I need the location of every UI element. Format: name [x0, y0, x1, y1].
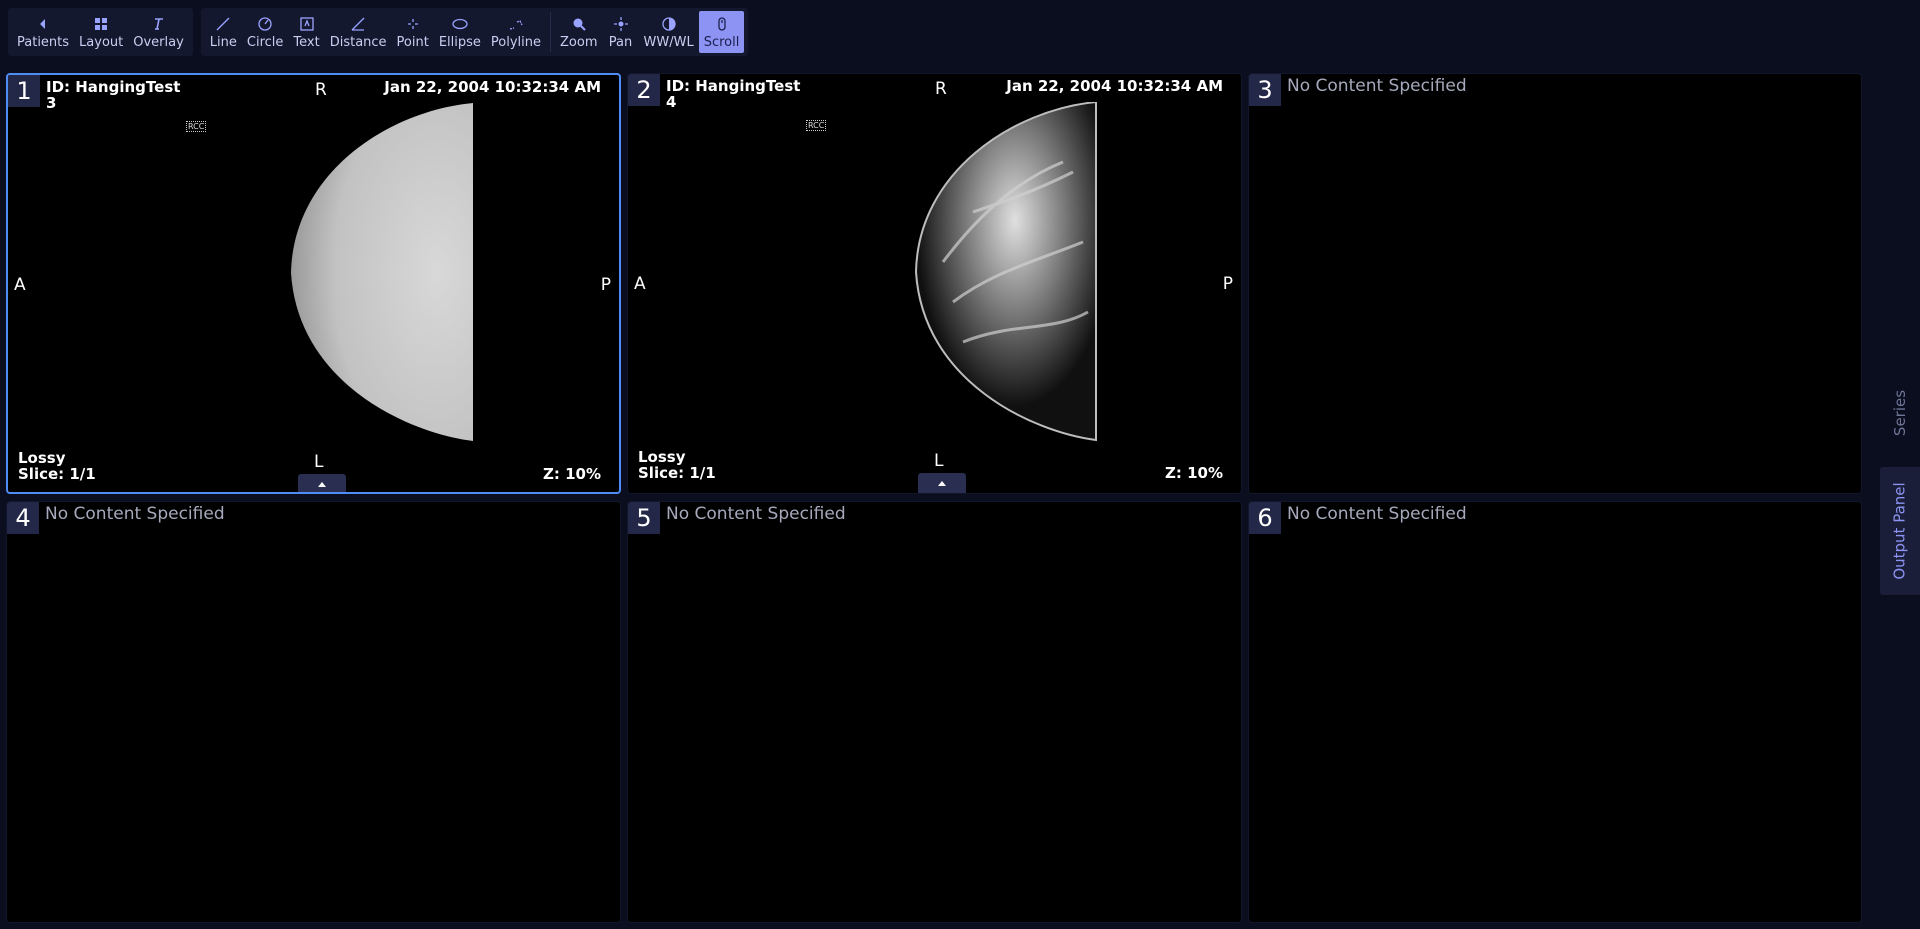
- line-icon: [216, 17, 230, 30]
- overlay-text-icon: [154, 17, 163, 30]
- patients-button[interactable]: Patients: [12, 11, 74, 53]
- image-marker: RCC: [806, 120, 827, 131]
- image-marker: RCC: [186, 121, 207, 132]
- distance-label: Distance: [329, 34, 387, 50]
- series-tab[interactable]: Series: [1880, 353, 1920, 473]
- overlay-button[interactable]: Overlay: [128, 11, 189, 53]
- pan-button[interactable]: Pan: [603, 11, 639, 53]
- toolbar-divider: [550, 12, 552, 52]
- orientation-left: A: [14, 275, 26, 295]
- viewport-5[interactable]: 5 No Content Specified: [627, 501, 1242, 923]
- zoom-button[interactable]: Zoom: [555, 11, 602, 53]
- slice-label: Slice: 1/1: [638, 464, 716, 482]
- circle-label: Circle: [246, 34, 284, 50]
- layout-label: Layout: [79, 34, 124, 50]
- compression-label: Lossy: [18, 449, 66, 467]
- layout-button[interactable]: Layout: [74, 11, 128, 53]
- zoom-label: Zoom: [560, 34, 598, 50]
- line-button[interactable]: Line: [205, 11, 242, 53]
- viewport-number: 4: [7, 502, 39, 534]
- viewport-number: 1: [8, 75, 40, 107]
- slice-label: Slice: 1/1: [18, 465, 96, 483]
- expand-series-tab[interactable]: [918, 473, 966, 493]
- viewport-6[interactable]: 6 No Content Specified: [1248, 501, 1862, 923]
- ellipse-button[interactable]: Ellipse: [434, 11, 486, 53]
- text-box-icon: [299, 16, 314, 31]
- orientation-top: R: [315, 80, 327, 100]
- series-tab-label: Series: [1891, 389, 1910, 437]
- scroll-icon: [717, 16, 726, 31]
- wwwl-label: WW/WL: [643, 34, 694, 50]
- layout-grid-icon: [95, 17, 108, 30]
- viewport-4[interactable]: 4 No Content Specified: [6, 501, 621, 923]
- point-button[interactable]: Point: [392, 11, 434, 53]
- point-label: Point: [396, 34, 429, 50]
- chevron-up-icon: [938, 481, 946, 486]
- patient-id: ID: HangingTest: [46, 78, 181, 96]
- viewport-grid: 1 ID: HangingTest 3 Jan 22, 2004 10:32:3…: [6, 73, 1862, 923]
- polyline-label: Polyline: [490, 34, 542, 50]
- polyline-button[interactable]: Polyline: [486, 11, 546, 53]
- circle-icon: [258, 16, 272, 31]
- line-label: Line: [209, 34, 237, 50]
- series-number: 3: [46, 94, 57, 112]
- study-date: Jan 22, 2004 10:32:34 AM: [384, 78, 601, 96]
- distance-button[interactable]: Distance: [325, 11, 392, 53]
- patient-id: ID: HangingTest: [666, 77, 801, 95]
- nav-tool-group: Patients Layout Overlay: [8, 8, 193, 56]
- distance-icon: [351, 17, 365, 31]
- caret-left-icon: [40, 18, 46, 29]
- orientation-left: A: [634, 274, 646, 294]
- mammogram-image[interactable]: [913, 102, 1113, 447]
- viewport-number: 6: [1249, 502, 1281, 534]
- point-icon: [407, 18, 418, 29]
- output-panel-tab[interactable]: Output Panel: [1880, 467, 1920, 595]
- viewport-3[interactable]: 3 No Content Specified: [1248, 73, 1862, 494]
- annotation-tool-group: Line Circle Text Distance Point Ellipse …: [200, 8, 749, 56]
- polyline-icon: [509, 19, 523, 30]
- text-button[interactable]: Text: [288, 11, 324, 53]
- right-side-panel: Series Output Panel: [1880, 73, 1920, 923]
- mammogram-image[interactable]: [288, 103, 488, 448]
- pan-icon: [613, 16, 628, 31]
- overlay-label: Overlay: [133, 34, 184, 50]
- study-date: Jan 22, 2004 10:32:34 AM: [1006, 77, 1223, 95]
- zoom-readout: Z: 10%: [1164, 464, 1223, 482]
- orientation-bottom: L: [934, 451, 944, 471]
- scroll-button[interactable]: Scroll: [698, 11, 745, 53]
- ellipse-icon: [452, 18, 468, 29]
- text-label: Text: [293, 34, 320, 50]
- scroll-label: Scroll: [703, 34, 740, 50]
- pan-label: Pan: [608, 34, 633, 50]
- viewport-number: 2: [628, 74, 660, 106]
- orientation-right: P: [1222, 274, 1233, 294]
- expand-series-tab[interactable]: [298, 474, 346, 492]
- no-content-label: No Content Specified: [1287, 76, 1467, 96]
- no-content-label: No Content Specified: [666, 504, 846, 524]
- window-level-icon: [661, 16, 676, 31]
- no-content-label: No Content Specified: [45, 504, 225, 524]
- viewport-number: 3: [1249, 74, 1281, 106]
- zoom-readout: Z: 10%: [542, 465, 601, 483]
- orientation-right: P: [600, 275, 611, 295]
- viewport-number: 5: [628, 502, 660, 534]
- series-number: 4: [666, 93, 677, 111]
- output-panel-tab-label: Output Panel: [1891, 482, 1909, 580]
- zoom-icon: [573, 18, 586, 31]
- no-content-label: No Content Specified: [1287, 504, 1467, 524]
- wwwl-button[interactable]: WW/WL: [639, 11, 699, 53]
- circle-button[interactable]: Circle: [242, 11, 289, 53]
- viewport-1[interactable]: 1 ID: HangingTest 3 Jan 22, 2004 10:32:3…: [6, 73, 621, 494]
- patients-label: Patients: [17, 34, 70, 50]
- compression-label: Lossy: [638, 448, 686, 466]
- ellipse-label: Ellipse: [438, 34, 481, 50]
- orientation-top: R: [935, 79, 947, 99]
- viewport-2[interactable]: 2 ID: HangingTest 4 Jan 22, 2004 10:32:3…: [627, 73, 1242, 494]
- orientation-bottom: L: [314, 452, 324, 472]
- toolbar: Patients Layout Overlay Line Circle Text…: [8, 8, 749, 56]
- chevron-up-icon: [318, 482, 326, 487]
